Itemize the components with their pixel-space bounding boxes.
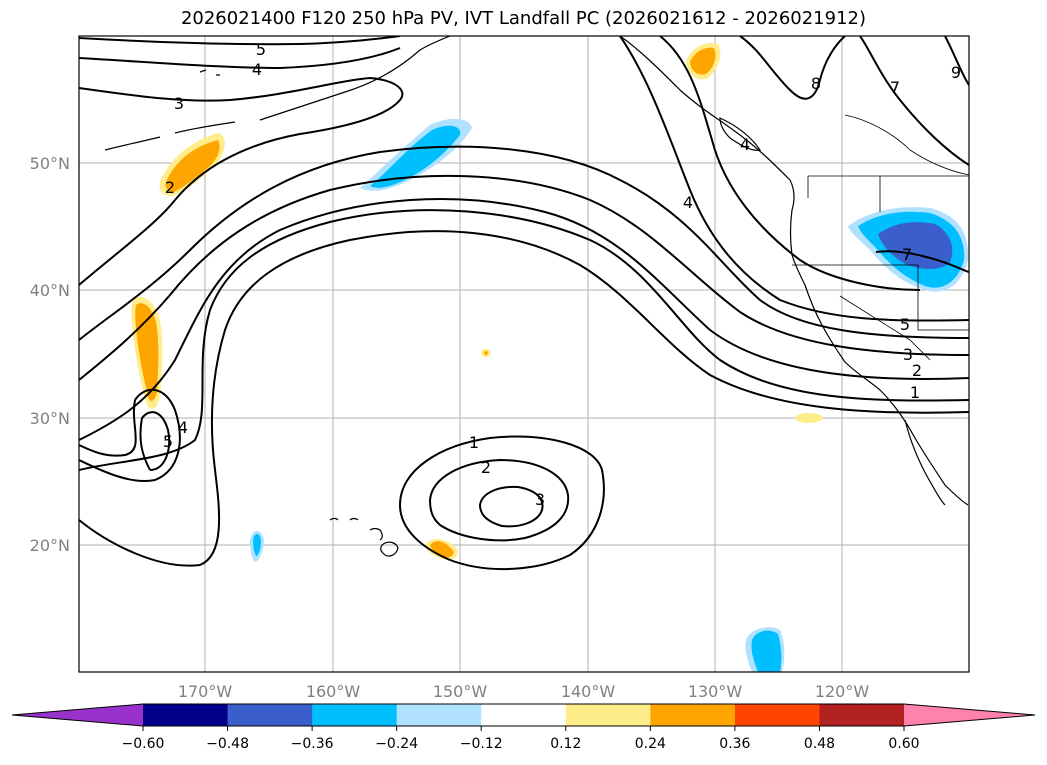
coastlines	[104, 36, 969, 557]
svg-text:3: 3	[174, 94, 184, 113]
colorbar-tick-label: −0.36	[291, 736, 334, 752]
svg-text:4: 4	[178, 418, 188, 437]
colorbar-segment	[312, 704, 398, 726]
svg-text:1: 1	[910, 383, 920, 402]
svg-text:4: 4	[740, 135, 750, 154]
pv-contours	[79, 36, 969, 571]
colorbar-tick-label: 0.36	[719, 736, 750, 752]
colorbar-segment	[650, 704, 736, 726]
svg-text:7: 7	[890, 78, 900, 97]
svg-text:170°W: 170°W	[178, 682, 233, 701]
pv-anomaly-fills	[131, 42, 969, 672]
colorbar-tick-label: 0.60	[888, 736, 919, 752]
svg-text:2: 2	[912, 361, 922, 380]
svg-text:50°N: 50°N	[30, 154, 70, 173]
colorbar-segment	[143, 704, 229, 726]
colorbar-extend-low	[12, 704, 143, 726]
svg-text:8: 8	[811, 74, 821, 93]
colorbar-segment	[481, 704, 567, 726]
svg-text:130°W: 130°W	[688, 682, 743, 701]
svg-text:120°W: 120°W	[815, 682, 870, 701]
svg-text:160°W: 160°W	[306, 682, 361, 701]
svg-text:5: 5	[256, 40, 266, 59]
colorbar-tick-label: −0.60	[122, 736, 165, 752]
svg-text:3: 3	[903, 345, 913, 364]
svg-text:150°W: 150°W	[433, 682, 488, 701]
svg-text:2: 2	[165, 178, 175, 197]
colorbar-tick-label: 0.12	[550, 736, 581, 752]
map-title: 2026021400 F120 250 hPa PV, IVT Landfall…	[180, 8, 867, 29]
svg-text:9: 9	[951, 63, 961, 82]
svg-text:2: 2	[481, 458, 491, 477]
colorbar-segment	[565, 704, 651, 726]
colorbar-segment	[396, 704, 482, 726]
colorbar-tick-label: 0.24	[635, 736, 666, 752]
svg-text:5: 5	[900, 315, 910, 334]
svg-text:7: 7	[902, 245, 912, 264]
colorbar-segment	[227, 704, 313, 726]
svg-text:5: 5	[163, 432, 173, 451]
borders	[792, 114, 969, 361]
svg-text:4: 4	[683, 193, 693, 212]
colorbar-tick-label: 0.48	[804, 736, 835, 752]
svg-text:40°N: 40°N	[30, 281, 70, 300]
colorbar-extend-high	[904, 704, 1035, 726]
colorbar-tick-label: −0.24	[375, 736, 418, 752]
map-frame	[78, 35, 970, 673]
svg-text:4: 4	[252, 60, 262, 79]
colorbar-segment	[734, 704, 820, 726]
contour-labels: 5 4 3 2 4 5 4 1 2 3 8 7 9 4 7 5 3 2 1	[163, 40, 961, 509]
gridlines	[79, 36, 969, 672]
colorbar-tick-label: −0.48	[206, 736, 249, 752]
longitude-labels: 170°W 160°W 150°W 140°W 130°W 120°W	[178, 682, 870, 701]
colorbar-tick-label: −0.12	[460, 736, 503, 752]
latitude-labels: 50°N 40°N 30°N 20°N	[30, 154, 70, 555]
svg-text:20°N: 20°N	[30, 536, 70, 555]
colorbar-ticks: −0.60 −0.48 −0.36 −0.24 −0.12 0.12 0.24 0.36 0.4…	[122, 726, 920, 752]
svg-text:140°W: 140°W	[561, 682, 616, 701]
svg-text:30°N: 30°N	[30, 409, 70, 428]
svg-text:3: 3	[535, 490, 545, 509]
colorbar	[11, 703, 1036, 727]
colorbar-segment	[819, 704, 905, 726]
svg-text:1: 1	[469, 433, 479, 452]
